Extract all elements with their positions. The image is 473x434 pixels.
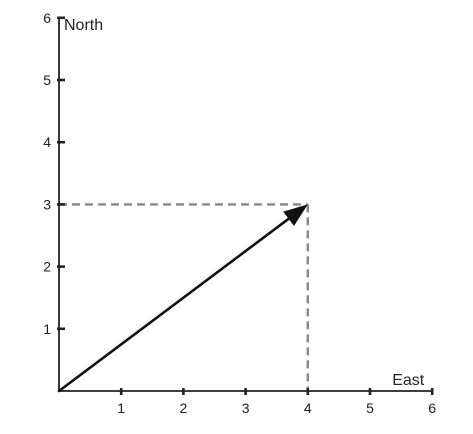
x-tick-label-1: 1 [117, 400, 125, 416]
y-axis-label: North [64, 17, 103, 34]
x-tick-label-4: 4 [304, 400, 312, 416]
projection-lines [59, 203, 309, 391]
y-tick-label-1: 1 [43, 321, 51, 337]
vector-shaft [57, 217, 290, 393]
x-tick-label-3: 3 [242, 400, 250, 416]
x-tick-label-2: 2 [180, 400, 188, 416]
y-tick-label-3: 3 [43, 196, 51, 212]
y-axis-ticks: 1 2 3 4 5 6 [43, 10, 65, 337]
y-tick-label-6: 6 [43, 10, 51, 26]
vector [57, 204, 308, 393]
x-tick-label-5: 5 [366, 400, 374, 416]
x-axis-label: East [392, 372, 425, 389]
y-tick-label-2: 2 [43, 259, 51, 275]
y-tick-label-4: 4 [43, 134, 51, 150]
vector-arrowhead [283, 204, 308, 226]
y-tick-label-5: 5 [43, 72, 51, 88]
x-tick-label-6: 6 [428, 400, 436, 416]
x-axis-ticks: 1 2 3 4 5 6 [117, 388, 436, 416]
